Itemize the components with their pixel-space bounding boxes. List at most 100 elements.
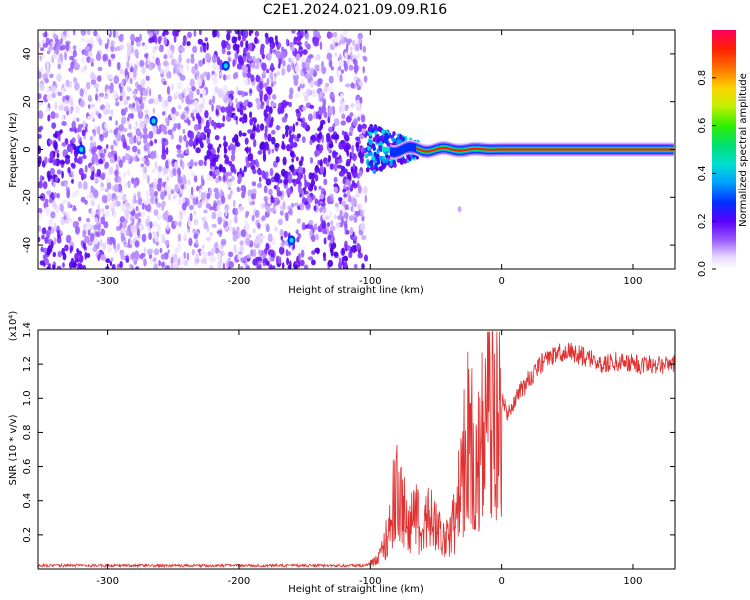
spectrogram-speckle bbox=[116, 61, 121, 71]
spectrogram-speckle bbox=[262, 262, 266, 267]
spectrogram-speckle bbox=[230, 153, 236, 162]
spectrogram-speckle bbox=[399, 158, 404, 164]
spectrogram-speckle bbox=[102, 242, 106, 251]
spectrogram-speckle bbox=[76, 117, 80, 122]
spectrogram-speckle bbox=[199, 188, 203, 194]
spectrogram-speckle bbox=[260, 234, 266, 240]
spectrogram-speckle bbox=[328, 106, 334, 115]
spectrogram-speckle bbox=[237, 55, 243, 63]
spectrogram-speckle bbox=[216, 210, 223, 218]
spectrogram-speckle bbox=[351, 245, 357, 253]
spectrogram-speckle bbox=[42, 181, 48, 190]
spectrogram-speckle bbox=[258, 176, 262, 183]
spectrogram-speckle bbox=[257, 150, 263, 155]
spectrogram-speckle bbox=[100, 216, 105, 225]
spectrogram-speckle bbox=[246, 51, 251, 59]
spectrogram-speckle bbox=[121, 116, 127, 125]
spectrogram-speckle bbox=[149, 221, 153, 229]
spectrogram-speckle bbox=[374, 134, 379, 140]
spectrogram-speckle bbox=[305, 203, 311, 209]
spectrogram-speckle bbox=[79, 88, 84, 97]
spectrogram-speckle bbox=[51, 41, 54, 46]
spectrogram-speckle bbox=[247, 129, 253, 134]
spectrogram-speckle bbox=[360, 114, 366, 123]
spectrogram-speckle bbox=[334, 202, 339, 208]
spectrogram-speckle bbox=[193, 124, 199, 132]
spectrogram-speckle bbox=[270, 252, 274, 258]
spectrogram-speckle bbox=[75, 106, 80, 114]
spectrogram-speckle bbox=[290, 46, 295, 52]
spectrogram-speckle bbox=[105, 210, 110, 217]
spectrogram-speckle bbox=[183, 88, 186, 97]
spectrogram-speckle bbox=[349, 215, 353, 222]
spectrogram-speckle bbox=[178, 220, 182, 227]
spectrogram-speckle bbox=[346, 189, 351, 198]
spectrogram-speckle bbox=[93, 224, 99, 231]
spectrogram-speckle bbox=[38, 181, 43, 189]
spectrogram-speckle bbox=[234, 138, 239, 147]
spectrogram-speckle bbox=[275, 50, 282, 59]
spectrogram-speckle bbox=[333, 162, 338, 172]
spectrogram-speckle bbox=[330, 134, 336, 140]
spectrogram-speckle bbox=[239, 109, 244, 116]
snr-xlabel: Height of straight line (km) bbox=[288, 584, 424, 595]
spectrogram-speckle bbox=[288, 93, 293, 100]
spectrogram-speckle bbox=[171, 83, 174, 91]
spectrogram-speckle bbox=[292, 63, 295, 71]
spectrogram-speckle bbox=[357, 116, 361, 121]
spectrogram-speckle bbox=[164, 65, 168, 74]
spectrogram-speckle bbox=[159, 69, 165, 75]
spectrogram-speckle bbox=[295, 121, 299, 126]
spectrogram-speckle bbox=[70, 245, 74, 252]
spectrogram-speckle bbox=[187, 121, 191, 126]
spectrogram-speckle bbox=[95, 93, 98, 101]
spectrogram-speckle bbox=[129, 239, 133, 246]
spectrogram-speckle bbox=[356, 242, 360, 252]
spectrogram-speckle bbox=[177, 233, 182, 242]
spectrogram-speckle bbox=[224, 208, 228, 217]
spectrogram-speckle bbox=[365, 167, 370, 173]
spectrogram-speckle bbox=[49, 197, 52, 204]
spectrogram-speckle bbox=[297, 116, 301, 122]
snr-xtick-label: 0 bbox=[498, 576, 504, 587]
spectrogram-speckle bbox=[315, 137, 319, 142]
spectrogram-speckle bbox=[111, 192, 117, 199]
spectrogram-speckle bbox=[122, 155, 126, 163]
spectrogram-speckle bbox=[281, 262, 285, 269]
spectrogram-speckle bbox=[239, 205, 244, 212]
spectrogram-speckle bbox=[196, 185, 200, 192]
spectrogram-speckle bbox=[63, 105, 69, 112]
spectrogram-speckle bbox=[187, 178, 191, 186]
spectrogram-speckle bbox=[66, 33, 70, 39]
spectrogram-speckle bbox=[89, 50, 93, 58]
spectrogram-speckle bbox=[101, 194, 108, 204]
spectrogram-speckle bbox=[186, 58, 190, 64]
spectrogram-speckle bbox=[370, 165, 374, 171]
spectrogram-speckle bbox=[226, 51, 231, 56]
spectrogram-speckle bbox=[121, 79, 125, 86]
spectrogram-speckle bbox=[196, 131, 201, 138]
spectrogram-speckle bbox=[58, 136, 61, 142]
spectrogram-xtick-label: -300 bbox=[96, 276, 119, 287]
spectrogram-speckle bbox=[297, 173, 302, 182]
spectrogram-speckle bbox=[340, 120, 346, 126]
spectrogram-speckle bbox=[256, 103, 261, 110]
spectrogram-speckle bbox=[391, 137, 396, 143]
spectrogram-speckle bbox=[50, 111, 56, 119]
spectrogram-speckle bbox=[193, 233, 198, 240]
spectrogram-speckle bbox=[376, 138, 380, 144]
spectrogram-speckle bbox=[156, 224, 161, 233]
spectrogram-speckle bbox=[257, 233, 261, 239]
spectrogram-xtick-label: 0 bbox=[498, 276, 504, 287]
spectrogram-speckle bbox=[105, 258, 111, 264]
spectrogram-speckle bbox=[352, 55, 358, 60]
spectrogram-speckle bbox=[315, 174, 319, 182]
spectrogram-speckle bbox=[317, 150, 320, 156]
spectrogram-speckle bbox=[104, 122, 108, 129]
spectrogram-speckle bbox=[275, 125, 281, 131]
spectrogram-speckle bbox=[309, 139, 313, 146]
spectrogram-speckle bbox=[170, 189, 175, 195]
spectrogram-speckle bbox=[146, 174, 150, 184]
spectrogram-speckle bbox=[252, 228, 256, 234]
spectrogram-speckle bbox=[328, 59, 333, 68]
